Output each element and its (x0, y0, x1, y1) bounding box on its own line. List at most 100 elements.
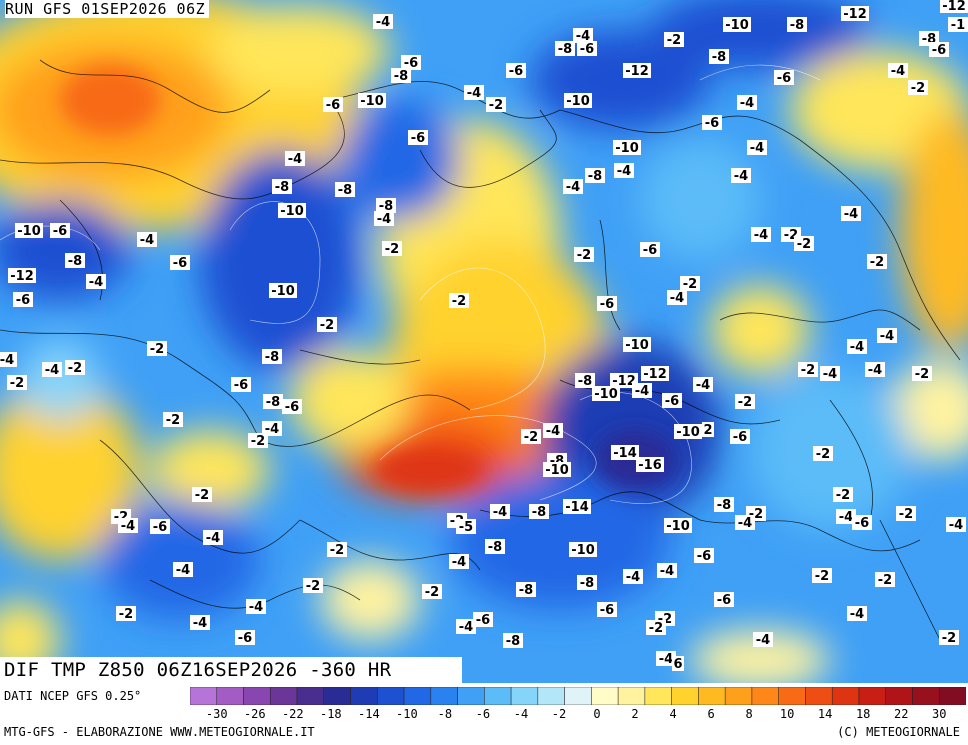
color-scale-bar (190, 687, 966, 705)
map-value-label: -6 (50, 223, 70, 239)
map-value-label: -4 (753, 632, 773, 648)
map-value-text: -8 (275, 180, 289, 195)
map-value-text: -6 (855, 516, 869, 531)
map-value-text: -2 (489, 98, 503, 113)
map-value-text: -2 (524, 430, 538, 445)
map-value-label: -4 (731, 168, 751, 184)
map-value-label: -2 (422, 584, 442, 600)
map-value-label: -2 (116, 606, 136, 622)
map-value-text: -4 (576, 29, 590, 44)
map-value-text: -4 (696, 378, 710, 393)
map-value-label: -4 (374, 211, 394, 227)
map-value-text: -4 (823, 367, 837, 382)
map-value-text: -6 (404, 56, 418, 71)
map-value-text: -6 (643, 243, 657, 258)
map-value-text: -4 (0, 353, 14, 368)
map-value-text: -2 (816, 447, 830, 462)
color-scale-swatch (243, 687, 271, 705)
map-value-label: -2 (813, 446, 833, 462)
map-value-label: -6 (852, 515, 872, 531)
map-value-text: -4 (868, 363, 882, 378)
map-value-label: -2 (248, 433, 268, 449)
color-scale-swatch (564, 687, 592, 705)
map-value-text: -10 (571, 543, 595, 558)
map-value-text: -2 (330, 543, 344, 558)
color-scale-swatch (858, 687, 886, 705)
map-value-label: -2 (327, 542, 347, 558)
map-value-text: -2 (667, 33, 681, 48)
map-value-label: -4 (42, 362, 62, 378)
map-value-label: -10 (592, 386, 620, 402)
color-scale-swatch (430, 687, 458, 705)
map-value-text: -2 (452, 294, 466, 309)
map-value-label: -6 (640, 242, 660, 258)
map-value-label: -4 (836, 509, 856, 525)
map-value-text: -2 (797, 237, 811, 252)
map-value-text: -2 (195, 488, 209, 503)
map-value-text: -4 (844, 207, 858, 222)
map-value-text: -2 (878, 573, 892, 588)
map-value-text: -2 (577, 248, 591, 263)
map-value-label: -4 (751, 227, 771, 243)
map-value-text: -2 (683, 277, 697, 292)
map-value-label: -2 (486, 97, 506, 113)
map-value-text: -4 (659, 652, 673, 667)
map-value-text: -10 (676, 425, 700, 440)
color-scale-tick-label: -30 (205, 707, 228, 721)
map-value-label: -6 (282, 399, 302, 415)
color-scale-swatch (510, 687, 539, 705)
map-value-label: -8 (485, 539, 505, 555)
temperature-anomaly-map: -4-4-8 -6-6-8 -6 -12-2-10 -8-12-12-1-8-6-8-6… (0, 0, 968, 683)
map-value-text: -6 (234, 378, 248, 393)
color-scale-tick-label: 30 (932, 707, 947, 721)
map-value-label: -4 (623, 569, 643, 585)
map-value-text: -4 (546, 424, 560, 439)
map-value-text: -12 (612, 374, 636, 389)
map-value-text: -4 (750, 141, 764, 156)
map-value-label: -2 (646, 620, 666, 636)
contour-value-labels: -4-4-8 -6-6-8 -6 -12-2-10 -8-12-12-1-8-6-8-6… (0, 0, 968, 672)
map-value-text: -6 (600, 297, 614, 312)
map-value-label: -6 (408, 130, 428, 146)
map-value-label: -6 (730, 429, 750, 445)
map-value-text: -4 (265, 422, 279, 437)
map-value-text: -12 (625, 64, 649, 79)
map-value-text: -16 (638, 458, 662, 473)
map-value-label: -4 (877, 328, 897, 344)
map-value-label: -4 (449, 554, 469, 570)
map-value-label: -4 (737, 95, 757, 111)
map-value-label: -2 (147, 341, 167, 357)
map-value-label: -2 (449, 293, 469, 309)
color-scale-swatch (296, 687, 325, 705)
map-value-label: -4 (203, 530, 223, 546)
map-value-text: -2 (899, 507, 913, 522)
map-value-text: -4 (206, 531, 220, 546)
map-value-text: -2 (801, 363, 815, 378)
map-value-label: -2 (521, 429, 541, 445)
map-value-label: -4 (173, 562, 193, 578)
map-value-label: -4 (490, 504, 510, 520)
map-value-text: -4 (89, 275, 103, 290)
color-scale-swatch (805, 687, 833, 705)
color-scale-tick-label: 4 (669, 707, 677, 721)
map-value-text: -6 (717, 593, 731, 608)
map-value-label: -2 (908, 80, 928, 96)
map-value-label: -10 (278, 203, 306, 219)
map-value-label: -10 (358, 93, 386, 109)
color-scale-tick-label: 0 (593, 707, 601, 721)
color-scale-tick-label: -4 (513, 707, 529, 721)
map-value-label: -8 (272, 179, 292, 195)
map-value-label: -2 (163, 412, 183, 428)
map-value-label: -4 (190, 615, 210, 631)
map-value-text: -8 (68, 254, 82, 269)
map-value-label: -6 (506, 63, 526, 79)
map-value-text: -4 (756, 633, 770, 648)
map-value-text: -8 (379, 199, 393, 214)
map-value-text: -2 (10, 376, 24, 391)
map-value-text: -4 (635, 384, 649, 399)
map-value-label: -6 (323, 97, 343, 113)
map-value-label: -4 (118, 518, 138, 534)
color-scale-swatch (751, 687, 779, 705)
color-scale-swatch (457, 687, 485, 705)
